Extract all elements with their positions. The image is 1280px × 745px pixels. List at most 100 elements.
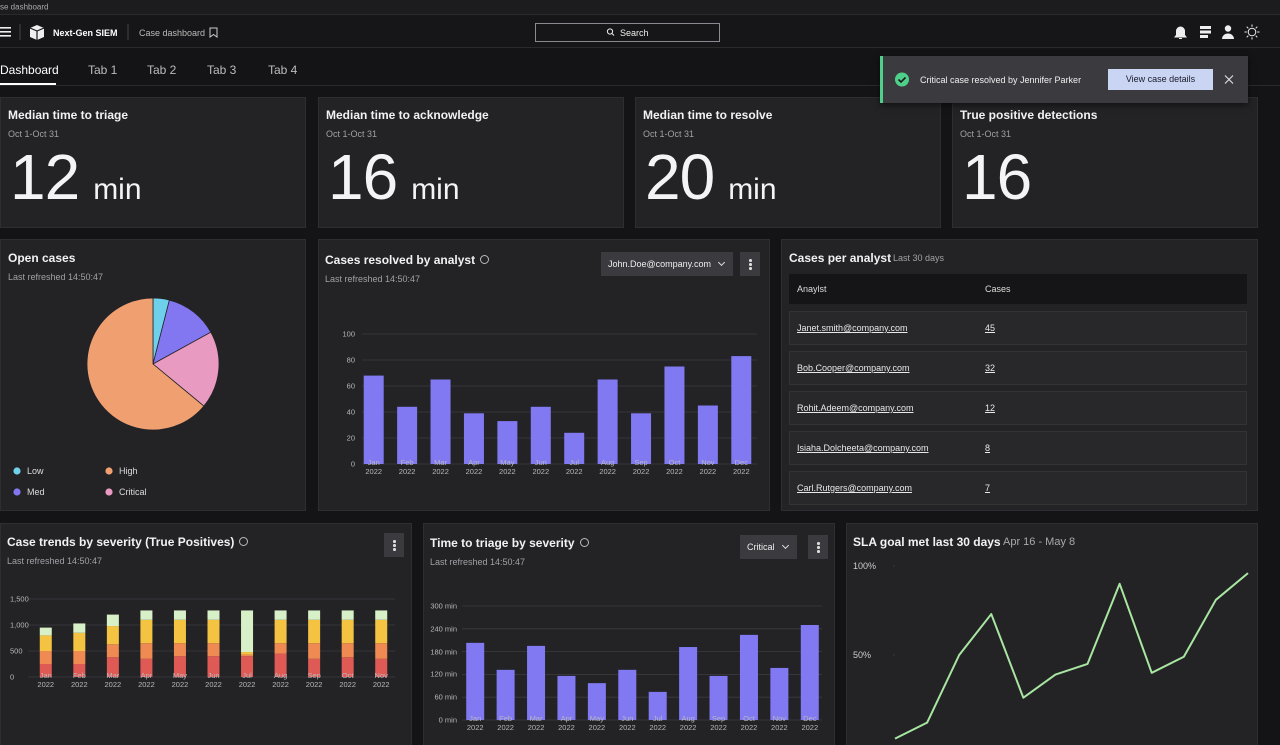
bar-segment <box>106 626 119 645</box>
chart-title: Case trends by severity (True Positives) <box>7 535 248 549</box>
analyst-cases[interactable]: 12 <box>985 403 996 413</box>
close-icon[interactable] <box>1224 75 1234 84</box>
x-tick-label: Jan 2022 <box>365 458 383 476</box>
bar <box>557 675 576 720</box>
tab[interactable]: Tab 4 <box>268 63 298 77</box>
y-tick-label: 60 <box>346 381 355 391</box>
column-header: Anaylst <box>797 284 827 294</box>
filter-dropdown[interactable]: Critical <box>740 535 797 559</box>
kpi-value-row: 20 min <box>645 140 777 220</box>
bar-segment <box>341 657 354 677</box>
more-button[interactable] <box>384 533 404 557</box>
search-icon <box>606 28 614 35</box>
bar-segment <box>39 664 52 677</box>
bar <box>597 379 618 464</box>
analyst-name[interactable]: Isiaha.Dolcheeta@company.com <box>797 443 929 453</box>
pie-slice <box>86 297 205 431</box>
user-icon[interactable] <box>1222 25 1234 39</box>
bar <box>430 379 451 464</box>
toast-action[interactable]: View case details <box>1108 69 1213 90</box>
kpi-period: Oct 1-Oct 31 <box>643 129 695 139</box>
bar-segment <box>241 610 254 653</box>
bar-segment <box>341 610 354 620</box>
kpi-period: Oct 1-Oct 31 <box>326 129 378 139</box>
bar <box>363 375 384 464</box>
kpi-value: 16 <box>962 141 1032 213</box>
bar-segment <box>207 610 220 620</box>
table-row <box>789 391 1247 425</box>
tab[interactable]: Tab 3 <box>207 63 237 77</box>
analyst-cases[interactable]: 7 <box>985 483 991 493</box>
tab[interactable]: Dashboard <box>0 63 59 77</box>
x-tick-label: Feb 2022 <box>398 458 416 476</box>
search-box[interactable] <box>535 23 720 42</box>
analyst-name[interactable]: Rohit.Adeem@company.com <box>797 403 914 413</box>
legend-swatch <box>105 488 113 496</box>
x-tick-label: Sep 2022 <box>632 458 650 476</box>
y-tick-label: 0 min <box>438 715 457 725</box>
window-title: se dashboard <box>0 2 49 12</box>
analyst-cases[interactable]: 8 <box>985 443 991 453</box>
bar-segment <box>173 619 186 644</box>
bar <box>497 421 518 464</box>
x-tick-label: Sep 2022 <box>305 671 323 689</box>
y-tick-label: 60 min <box>434 692 457 702</box>
table-title: Cases per analyst <box>789 251 892 265</box>
table-subtitle: Last 30 days <box>893 253 945 263</box>
analyst-name[interactable]: Janet.smith@company.com <box>797 323 908 333</box>
bar <box>397 406 418 464</box>
x-tick-label: Nov 2022 <box>699 458 717 476</box>
theme-icon[interactable] <box>1244 24 1260 40</box>
bar-segment <box>140 619 153 644</box>
x-tick-label: May 2022 <box>588 714 606 732</box>
analyst-name[interactable]: Bob.Cooper@company.com <box>797 363 910 373</box>
bell-icon[interactable] <box>1174 26 1187 39</box>
legend-label: Critical <box>119 487 147 497</box>
y-tick-label: 20 <box>346 433 355 443</box>
kpi-value: 16 <box>328 141 398 213</box>
bar-segment <box>173 656 186 677</box>
x-tick-label: Jul 2022 <box>649 714 667 732</box>
x-tick-label: Dec 2022 <box>801 714 819 732</box>
kpi-period: Oct 1-Oct 31 <box>960 129 1012 139</box>
x-tick-label: Oct 2022 <box>666 458 683 476</box>
table-row <box>789 431 1247 465</box>
tab[interactable]: Tab 1 <box>88 63 118 77</box>
analyst-cases[interactable]: 32 <box>985 363 996 373</box>
kpi-card <box>318 97 624 228</box>
more-button[interactable] <box>740 252 760 276</box>
filter-dropdown[interactable]: John.Doe@company.com <box>601 252 734 276</box>
x-tick-label: Apr 2022 <box>558 714 575 732</box>
list-icon[interactable] <box>1200 26 1211 38</box>
more-button[interactable] <box>808 535 828 559</box>
kpi-value-row: 12 min <box>10 140 142 220</box>
analyst-name[interactable]: Carl.Rutgers@company.com <box>797 483 913 493</box>
menu-icon[interactable] <box>0 27 11 37</box>
header-icons <box>0 23 1260 42</box>
bar-segment <box>173 643 186 657</box>
bar-segment <box>341 643 354 658</box>
bar <box>530 406 551 464</box>
bar-segment <box>73 651 86 664</box>
bar <box>664 366 685 464</box>
window-bar <box>0 0 1280 15</box>
panel <box>318 239 770 511</box>
x-tick-label: Jul 2022 <box>238 671 256 689</box>
bar <box>648 691 667 720</box>
x-tick-label: Mar 2022 <box>432 458 449 476</box>
check <box>897 76 907 84</box>
bar <box>697 405 718 464</box>
toast-message: Critical case resolved by Jennifer Parke… <box>920 75 1082 85</box>
kpi-title: Median time to triage <box>8 108 129 122</box>
bar-segment <box>341 619 354 644</box>
analyst-cases[interactable]: 45 <box>985 323 996 333</box>
search-label[interactable]: Search <box>620 28 649 38</box>
tab[interactable]: Tab 2 <box>147 63 177 77</box>
bookmark-icon[interactable] <box>209 27 218 38</box>
x-tick-label: Dec 2022 <box>732 458 750 476</box>
x-tick-label: Jun 2022 <box>205 671 222 689</box>
tab-underline <box>0 83 56 85</box>
bar <box>496 669 515 720</box>
bar <box>800 625 819 720</box>
y-tick-label: 300 min <box>430 601 457 611</box>
